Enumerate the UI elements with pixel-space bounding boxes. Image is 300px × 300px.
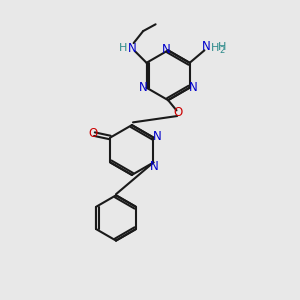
Text: N: N: [189, 81, 197, 94]
Text: H: H: [218, 42, 227, 52]
Text: N: N: [153, 130, 162, 143]
Text: 2: 2: [219, 46, 224, 55]
Text: O: O: [88, 127, 97, 140]
Text: H: H: [119, 43, 128, 53]
Text: N: N: [150, 160, 159, 173]
Text: N: N: [128, 42, 136, 55]
Text: N: N: [202, 40, 211, 53]
Text: N: N: [139, 81, 148, 94]
Text: N: N: [161, 43, 170, 56]
Text: O: O: [174, 106, 183, 119]
Text: H: H: [211, 43, 220, 53]
